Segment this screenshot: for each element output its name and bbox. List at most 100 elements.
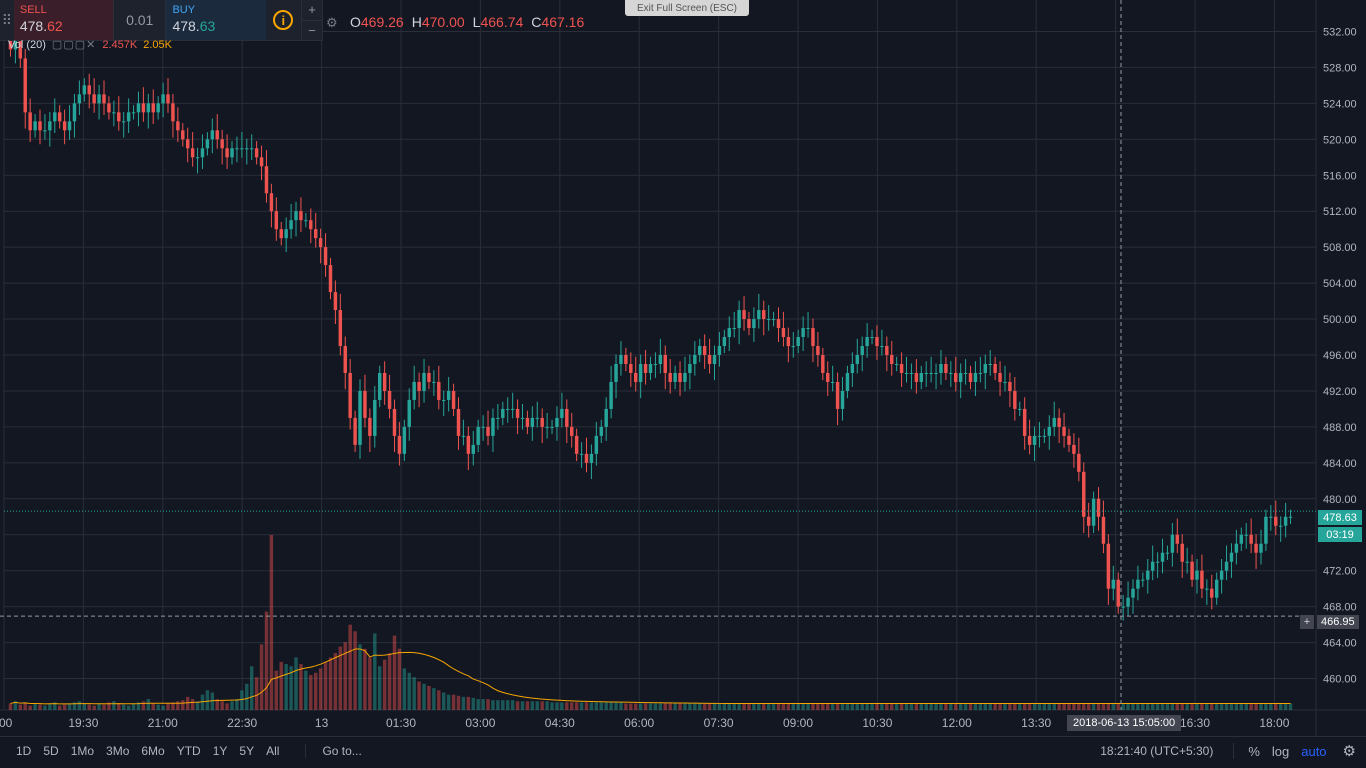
volume-bar: [92, 705, 96, 710]
candle-body: [678, 372, 682, 382]
info-button[interactable]: i: [266, 0, 302, 40]
price-chart[interactable]: 532.00 528.00 524.00 520.00 516.00 512.00 508.…: [0, 0, 1366, 736]
volume-bar: [284, 664, 288, 710]
buy-price: 478.63: [172, 18, 216, 34]
volume-bar: [1278, 703, 1283, 710]
sell-button[interactable]: SELL 478.62: [13, 0, 113, 40]
candle-body: [1239, 534, 1244, 544]
candle-body: [1131, 588, 1135, 598]
volume-bar: [1259, 703, 1263, 710]
volume-bar: [220, 701, 224, 710]
clock[interactable]: 18:21:40 (UTC+5:30): [1100, 744, 1214, 758]
candle-body: [771, 319, 776, 321]
range-button-1mo[interactable]: 1Mo: [70, 744, 95, 758]
volume-bar: [353, 631, 357, 710]
quantity-stepper[interactable]: + −: [301, 0, 322, 40]
goto-button[interactable]: Go to...: [305, 744, 362, 758]
candle-body: [1077, 453, 1081, 472]
minus-button[interactable]: −: [308, 22, 316, 38]
candle-body: [338, 310, 343, 347]
buy-button[interactable]: BUY 478.63: [166, 0, 266, 40]
volume-bar: [166, 703, 170, 710]
volume-bar: [776, 703, 781, 710]
volume-bar: [880, 703, 884, 710]
price-tick-label: 520.00: [1323, 134, 1357, 146]
auto-scale-toggle[interactable]: auto: [1301, 743, 1327, 759]
range-button-1y[interactable]: 1Y: [212, 744, 228, 758]
range-button-3mo[interactable]: 3Mo: [106, 744, 130, 758]
volume-bar: [1160, 703, 1165, 710]
percent-scale-toggle[interactable]: %: [1248, 743, 1260, 759]
candle-body: [117, 112, 121, 122]
volume-bar: [1008, 703, 1012, 710]
volume-bar: [1126, 703, 1130, 710]
volume-bar: [786, 703, 791, 710]
volume-bar: [727, 703, 731, 710]
volume-bar: [1264, 703, 1268, 710]
candle-body: [53, 112, 57, 122]
log-scale-toggle[interactable]: log: [1271, 743, 1290, 759]
volume-bar: [1141, 703, 1145, 710]
add-alert-plus-icon[interactable]: +: [1300, 615, 1314, 629]
volume-bar: [456, 695, 461, 710]
chart-settings-gear-icon[interactable]: ⚙: [1342, 743, 1356, 760]
candle-body: [1032, 435, 1037, 445]
candle-body: [38, 121, 42, 131]
range-button-6mo[interactable]: 6Mo: [141, 744, 165, 758]
candle-body: [781, 328, 786, 338]
volume-bar: [318, 668, 323, 710]
volume-bar: [392, 635, 397, 710]
volume-bar: [259, 644, 264, 710]
candle-body: [1254, 543, 1258, 553]
volume-bar: [1052, 703, 1056, 710]
candle-body: [1067, 435, 1071, 445]
candle-body: [166, 94, 170, 104]
exit-fullscreen-button[interactable]: Exit Full Screen (ESC): [625, 0, 749, 16]
candle-body: [899, 363, 904, 373]
candle-body: [284, 229, 288, 239]
range-button-5d[interactable]: 5D: [43, 744, 59, 758]
settings-gear-icon[interactable]: ⚙: [326, 15, 338, 30]
volume-bar: [550, 702, 554, 710]
volume-bar: [1249, 703, 1253, 710]
volume-bar: [614, 702, 618, 710]
candle-body: [865, 337, 869, 347]
candle-body: [220, 139, 224, 149]
volume-bar: [126, 705, 131, 710]
volume-bar: [712, 703, 717, 710]
candle-body: [353, 417, 357, 445]
candle-body: [579, 453, 584, 455]
volume-bar: [865, 703, 869, 710]
candle-body: [766, 319, 771, 321]
volume-bar: [924, 703, 928, 710]
volume-bar: [525, 701, 530, 710]
volume-bar: [1096, 703, 1101, 710]
candle-body: [491, 417, 495, 436]
time-tick-label: 13: [315, 716, 329, 730]
range-button-ytd[interactable]: YTD: [176, 744, 201, 758]
volume-bar: [432, 688, 436, 710]
volume-bar: [1170, 703, 1175, 710]
candle-body: [1018, 408, 1022, 410]
candle-body: [619, 355, 623, 364]
candle-body: [870, 337, 874, 339]
range-button-1d[interactable]: 1D: [16, 744, 32, 758]
candle-body: [717, 346, 722, 355]
drag-handle-icon[interactable]: ⠿: [1, 11, 13, 28]
candle-body: [82, 85, 87, 95]
candle-body: [663, 355, 667, 373]
candle-body: [328, 265, 333, 293]
volume-bar: [476, 699, 480, 710]
candle-body: [48, 121, 52, 131]
volume-legend-name[interactable]: Vol (20): [8, 38, 46, 51]
range-button-5y[interactable]: 5Y: [239, 744, 255, 758]
volume-bar: [520, 701, 525, 710]
volume-bar: [28, 705, 32, 710]
candle-body: [437, 381, 441, 400]
candle-body: [732, 328, 736, 330]
volume-legend-controls-icon[interactable]: ▢▢▢✕: [51, 39, 97, 51]
candle-body: [422, 372, 426, 391]
range-button-all[interactable]: All: [266, 744, 280, 758]
plus-button[interactable]: +: [302, 0, 322, 21]
volume-bar: [560, 702, 564, 710]
